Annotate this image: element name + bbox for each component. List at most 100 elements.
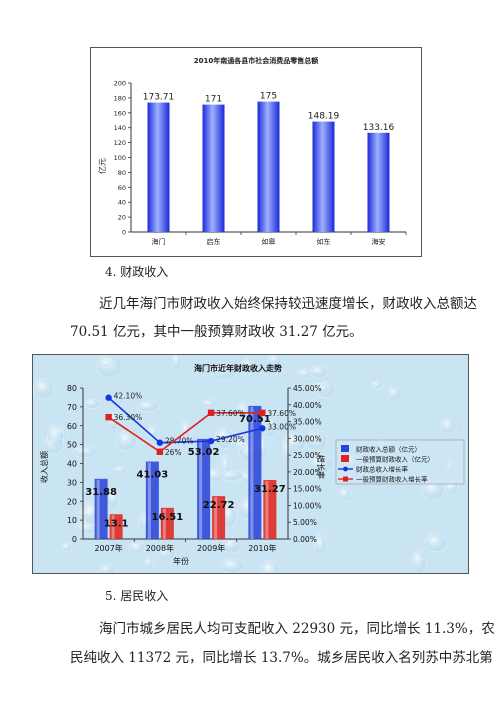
y-tick-label: 200 — [114, 80, 126, 88]
droplet — [171, 350, 182, 372]
droplet — [241, 358, 255, 375]
bar-1-1 — [160, 507, 174, 539]
y-tick-label-left: 80 — [67, 384, 77, 393]
droplet — [211, 362, 238, 381]
droplet — [220, 558, 245, 574]
droplet — [98, 563, 116, 577]
bar-海安 — [367, 132, 390, 232]
bar-highlight — [162, 508, 166, 539]
line-marker — [259, 409, 266, 417]
bar-highlight — [214, 497, 218, 539]
bar-1-2 — [212, 496, 226, 539]
droplet — [101, 358, 112, 368]
bar-value-label: 173.71 — [143, 93, 175, 103]
line-marker — [105, 394, 112, 401]
x-tick-label: 2007年 — [94, 543, 122, 553]
y-tick-label: 140 — [114, 124, 126, 132]
fiscal-revenue-chart-svg: 海门市近年财政收入走势 收入总额 增长率 年份 0 10 20 30 40 50 60 70 8… — [32, 350, 465, 582]
y-tick-label: 80 — [118, 169, 126, 177]
line-value-label: 36.30% — [114, 413, 143, 422]
y-tick-label-left: 60 — [67, 422, 77, 431]
line-value-label: 33.00% — [267, 422, 296, 431]
bar-0-2 — [197, 438, 211, 539]
droplet — [313, 533, 327, 556]
legend-swatch — [341, 445, 349, 452]
bar-0-1 — [145, 461, 159, 539]
line-marker — [207, 437, 215, 445]
droplet — [61, 542, 72, 552]
droplet — [83, 398, 101, 409]
y-tick-label: 40 — [118, 199, 126, 207]
line-value-label: 26% — [165, 448, 182, 457]
bar-海门 — [147, 102, 170, 232]
legend-label: 一般预算财政收入（亿元） — [356, 455, 434, 464]
bar-value-label: 148.19 — [308, 112, 340, 122]
x-tick-label: 启东 — [207, 237, 221, 246]
x-tick-label: 海门 — [152, 237, 166, 246]
x-tick-label: 海安 — [372, 237, 386, 246]
droplet — [136, 401, 159, 412]
droplet — [116, 430, 138, 451]
bar-0-0 — [94, 478, 108, 539]
y-tick-label-right: 40.00% — [293, 401, 322, 410]
droplet — [371, 380, 383, 390]
y-tick-label-right: 5.00% — [293, 518, 317, 527]
line-marker — [259, 425, 266, 432]
y-tick-label-right: 10.00% — [293, 501, 322, 510]
line-marker — [207, 409, 215, 417]
x-tick-label: 2010年 — [248, 543, 276, 553]
line-value-label: 37.60% — [267, 409, 296, 418]
legend-label: 财政收入总额（亿元） — [356, 445, 421, 454]
line-value-label: 37.60% — [216, 409, 245, 418]
droplet — [296, 368, 313, 379]
y-axis-label-left: 收入总额 — [39, 451, 49, 483]
y-tick-label-right: 15.00% — [293, 485, 322, 494]
y-tick-label-left: 20 — [67, 497, 77, 506]
y-tick-label-right: 20.00% — [293, 468, 322, 477]
droplet — [309, 382, 330, 395]
droplet — [156, 545, 176, 561]
x-axis-label: 年份 — [173, 556, 189, 566]
line-value-label: 42.10% — [114, 392, 143, 401]
droplet — [201, 399, 217, 409]
droplet — [305, 429, 328, 451]
line-series-1 — [108, 412, 263, 453]
line-marker — [156, 439, 164, 446]
bar-highlight — [111, 515, 115, 539]
paragraph-finance-line-2: 70.51 亿元，其中一般预算财政收 31.27 亿元。 — [70, 324, 363, 340]
bar-0-3 — [248, 405, 262, 539]
line-value-label: 29.20% — [216, 435, 245, 444]
bar-启东 — [202, 104, 225, 232]
x-tick-label: 2009年 — [197, 543, 225, 553]
droplet — [260, 559, 281, 582]
y-axis-label: 亿元 — [97, 158, 107, 174]
bar-1-3 — [263, 479, 277, 539]
bar-value-label: 31.27 — [254, 484, 286, 495]
line-marker — [156, 448, 164, 455]
bar-value-label: 70.51 — [239, 414, 271, 425]
bar-value-label: 133.16 — [363, 123, 395, 133]
droplet — [112, 465, 128, 475]
droplet — [310, 365, 328, 378]
y-tick-label: 0 — [122, 229, 126, 237]
legend-marker — [343, 476, 348, 482]
droplet — [47, 423, 65, 448]
x-tick-label: 2008年 — [146, 543, 174, 553]
y-tick-label: 100 — [114, 154, 126, 162]
droplet — [425, 533, 448, 552]
paragraph-income-line-2: 民纯收入 11372 元，同比增长 13.7%。城乡居民收入名列苏中苏北第 — [70, 650, 493, 666]
droplet — [411, 549, 427, 574]
y-tick-label-left: 70 — [67, 403, 77, 412]
bar-highlight — [265, 480, 269, 539]
droplet — [72, 446, 99, 458]
legend-swatch — [341, 455, 349, 462]
line-value-label: 28.70% — [165, 437, 194, 446]
chart-title: 海门市近年财政收入走势 — [194, 363, 282, 373]
chart-legend: 财政收入总额（亿元）一般预算财政收入（亿元）财政总收入增长率一般预算财政收入增长… — [335, 439, 465, 485]
legend-box — [335, 439, 465, 485]
bar-如东 — [312, 121, 335, 232]
paragraph-income-line-1: 海门市城乡居民人均可支配收入 22930 元，同比增长 11.3%，农 — [99, 621, 495, 637]
y-tick-label-right: 30.00% — [293, 434, 322, 443]
retail-sales-chart-svg: 2010年南通各县市社会消费品零售总额 亿元 0 20 40 60 80 100 120 14… — [97, 56, 407, 246]
line-series-0 — [108, 397, 263, 444]
